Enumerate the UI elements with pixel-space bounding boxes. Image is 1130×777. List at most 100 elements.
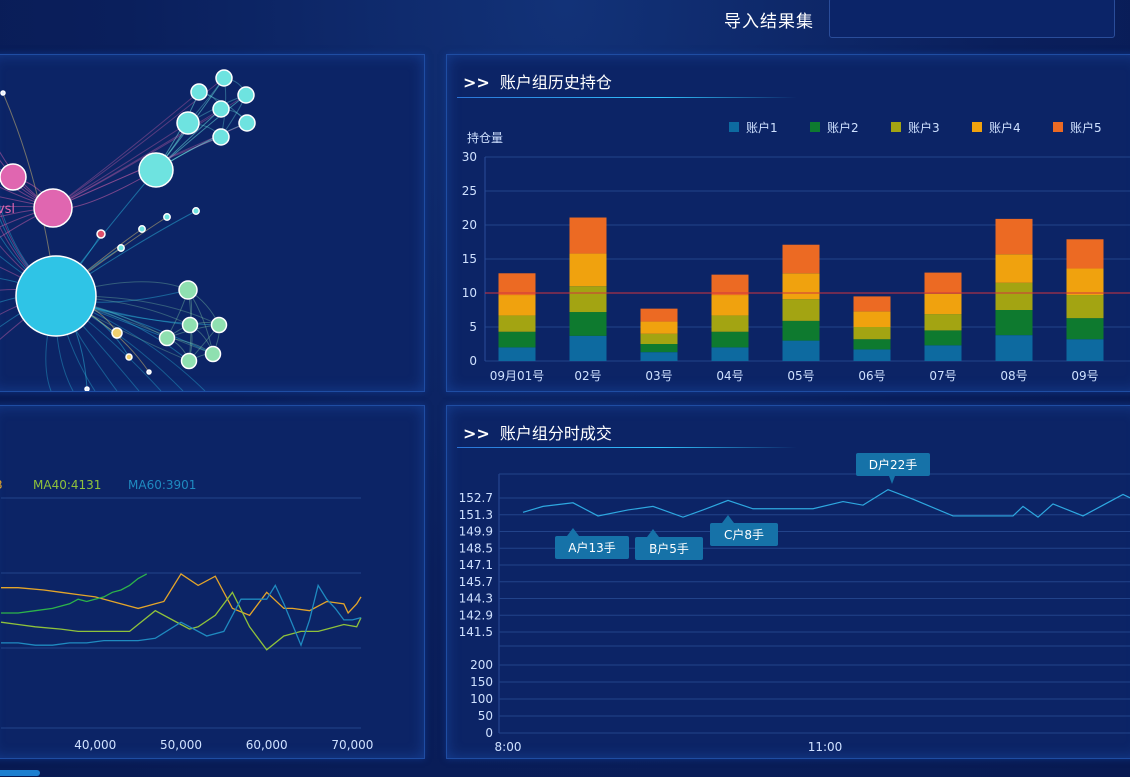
annotation-pointer: [647, 529, 659, 537]
bar-segment: [711, 274, 749, 296]
y-tick-label: 5: [469, 320, 477, 334]
series-line: [1, 583, 362, 648]
volume-tick-label: 50: [478, 709, 493, 723]
bar-segment: [782, 340, 820, 361]
x-tick-label: 03号: [645, 369, 672, 383]
network-node-aqua-medium: [138, 152, 174, 188]
network-node-dot: [146, 369, 152, 375]
top-bar: 导入结果集: [0, 0, 1130, 50]
holdings-chart: 0 5 10 15 20 25 30 持仓量 09月01号 02号 03号 04号 05号 06号 07号 0…: [462, 120, 1130, 383]
intraday-panel-title: >> 账户组分时成交: [463, 420, 612, 444]
y-tick-label: 30: [462, 150, 477, 164]
bar-segment: [782, 320, 820, 341]
bar-segment: [924, 314, 962, 331]
bar-segment: [924, 293, 962, 315]
bar-segment: [569, 253, 607, 287]
bar-segment: [853, 327, 891, 340]
legend-label: MA40:4131: [33, 478, 101, 492]
network-node-aqua: [237, 86, 255, 104]
bar-segment: [711, 331, 749, 348]
price-line: [522, 488, 1130, 518]
volume-tick-label: 200: [470, 658, 493, 672]
annotation-label: B户5手: [649, 541, 689, 556]
price-tick-label: 151.3: [459, 508, 493, 522]
x-tick-label: 06号: [858, 369, 885, 383]
node-label-ovsl: ovsl: [0, 202, 15, 217]
volume-tick-label: 100: [470, 692, 493, 706]
bar-segment: [711, 315, 749, 332]
network-graph[interactable]: ovsl v: [0, 55, 424, 391]
price-tick-label: 147.1: [459, 558, 493, 572]
legend-label: 账户5: [1070, 120, 1102, 135]
x-tick-label: 09月01号: [490, 369, 545, 383]
legend-label: 3: [0, 478, 3, 492]
ma-chart-panel: 40,000 50,000 60,000 70,000 3 MA40:4131 MA60:3…: [0, 405, 425, 759]
network-node-green: [180, 352, 198, 370]
import-result-input[interactable]: [829, 0, 1115, 38]
annotation-box: [555, 536, 629, 559]
x-tick-label: 02号: [574, 369, 601, 383]
bar-segment: [711, 347, 749, 361]
bar-segment: [640, 344, 678, 353]
y-tick-label: 20: [462, 218, 477, 232]
intraday-title-text: 账户组分时成交: [499, 424, 612, 443]
legend-label: 账户4: [989, 120, 1021, 135]
title-underline: [457, 447, 797, 448]
legend-swatch: [729, 122, 739, 132]
trade-annotation: C户8手: [710, 515, 778, 546]
x-tick-label: 50,000: [160, 738, 202, 752]
network-node-green: [204, 345, 222, 363]
annotation-label: A户13手: [568, 540, 615, 555]
annotation-box: [856, 453, 930, 476]
bar-segment: [498, 273, 536, 296]
y-tick-label: 10: [462, 286, 477, 300]
y-tick-label: 0: [469, 354, 477, 368]
bar-segment: [569, 335, 607, 361]
price-tick-label: 149.9: [459, 525, 493, 539]
x-tick-label: 60,000: [246, 738, 288, 752]
network-node-small: [163, 213, 171, 221]
bar-segment: [924, 330, 962, 346]
holdings-title-text: 账户组历史持仓: [499, 73, 612, 92]
bar-segment: [569, 286, 607, 313]
annotation-label: C户8手: [724, 527, 764, 542]
annotation-pointer: [722, 515, 734, 523]
legend-label: MA60:3901: [128, 478, 196, 492]
network-node-small: [117, 244, 125, 252]
bar-segment: [498, 331, 536, 348]
scroll-indicator[interactable]: [0, 770, 40, 776]
bar-segment: [782, 299, 820, 321]
legend-label: 账户2: [827, 120, 859, 135]
network-node-dot: [0, 90, 6, 96]
trade-annotation: A户13手: [555, 528, 629, 559]
price-tick-label: 142.9: [459, 608, 493, 622]
import-result-label: 导入结果集: [724, 12, 814, 32]
network-node-red: [96, 229, 106, 239]
trade-annotation: B户5手: [635, 529, 703, 560]
x-tick-label: 11:00: [808, 740, 843, 754]
network-node-small: [138, 225, 146, 233]
bar-segment: [640, 308, 678, 322]
intraday-panel: >> 账户组分时成交 152.7 151.3 149.9 148.5 147.1 145.7…: [446, 405, 1130, 759]
bar-segment: [782, 244, 820, 274]
network-node-green: [210, 316, 228, 334]
bar-segment: [995, 310, 1033, 336]
series-line: [1, 573, 148, 614]
network-node-large: [15, 255, 97, 337]
network-node-green: [181, 316, 199, 334]
bar-segment: [711, 295, 749, 316]
intraday-chart: 152.7 151.3 149.9 148.5 147.1 145.7 144.3 142.9…: [459, 453, 1130, 754]
network-node-yellow: [111, 327, 123, 339]
bar-segment: [995, 254, 1033, 283]
network-node-yellow: [125, 353, 133, 361]
bar-segment: [782, 273, 820, 300]
title-arrows-icon: >>: [463, 424, 490, 443]
annotation-label: D户22手: [869, 457, 918, 472]
holdings-panel-title: >> 账户组历史持仓: [463, 69, 612, 93]
price-tick-label: 144.3: [459, 592, 493, 606]
bar-segment: [924, 272, 962, 294]
bar-segment: [1066, 295, 1104, 319]
annotation-pointer: [889, 476, 895, 484]
annotation-box: [710, 523, 778, 546]
bar-segment: [853, 296, 891, 312]
